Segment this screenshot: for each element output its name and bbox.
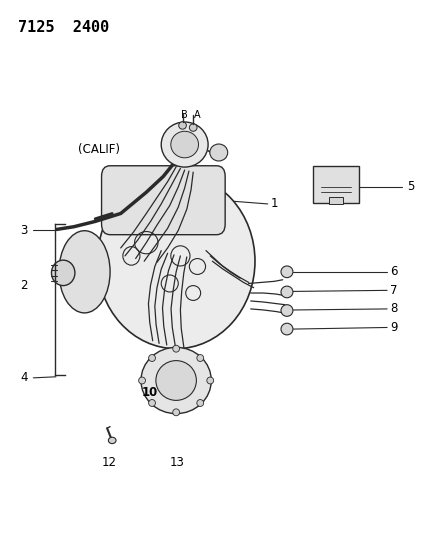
Text: A: A [194,110,201,120]
Ellipse shape [97,174,255,349]
Ellipse shape [141,348,211,414]
Ellipse shape [207,377,214,384]
Text: 10: 10 [142,386,158,399]
Ellipse shape [197,400,204,407]
Ellipse shape [156,361,196,400]
Text: 11: 11 [170,386,186,399]
FancyBboxPatch shape [102,166,225,235]
Ellipse shape [189,124,197,131]
Ellipse shape [139,377,145,384]
Text: 4: 4 [20,372,28,384]
Text: 3: 3 [20,224,27,237]
Ellipse shape [197,354,204,361]
Text: (CALIF): (CALIF) [79,143,121,156]
Ellipse shape [148,400,155,407]
Text: 1: 1 [270,197,278,211]
Text: 12: 12 [101,456,116,469]
Ellipse shape [281,323,293,335]
Ellipse shape [171,131,199,158]
Ellipse shape [281,266,293,278]
Ellipse shape [173,345,180,352]
Text: 13: 13 [170,456,185,469]
Text: 6: 6 [390,265,397,278]
FancyBboxPatch shape [313,166,360,203]
Ellipse shape [281,286,293,298]
Ellipse shape [51,260,75,286]
Text: 2: 2 [20,279,28,292]
Ellipse shape [161,122,208,167]
Ellipse shape [59,231,110,313]
FancyBboxPatch shape [329,197,343,204]
Ellipse shape [173,409,180,416]
Text: 5: 5 [407,181,414,193]
Ellipse shape [148,354,155,361]
Text: 9: 9 [390,321,397,334]
Ellipse shape [281,305,293,317]
Text: 7: 7 [390,284,397,297]
Text: B: B [181,110,188,120]
Ellipse shape [210,144,228,161]
Text: 7125  2400: 7125 2400 [18,20,110,35]
Ellipse shape [179,122,186,129]
Text: 8: 8 [390,302,397,316]
Ellipse shape [109,437,116,443]
